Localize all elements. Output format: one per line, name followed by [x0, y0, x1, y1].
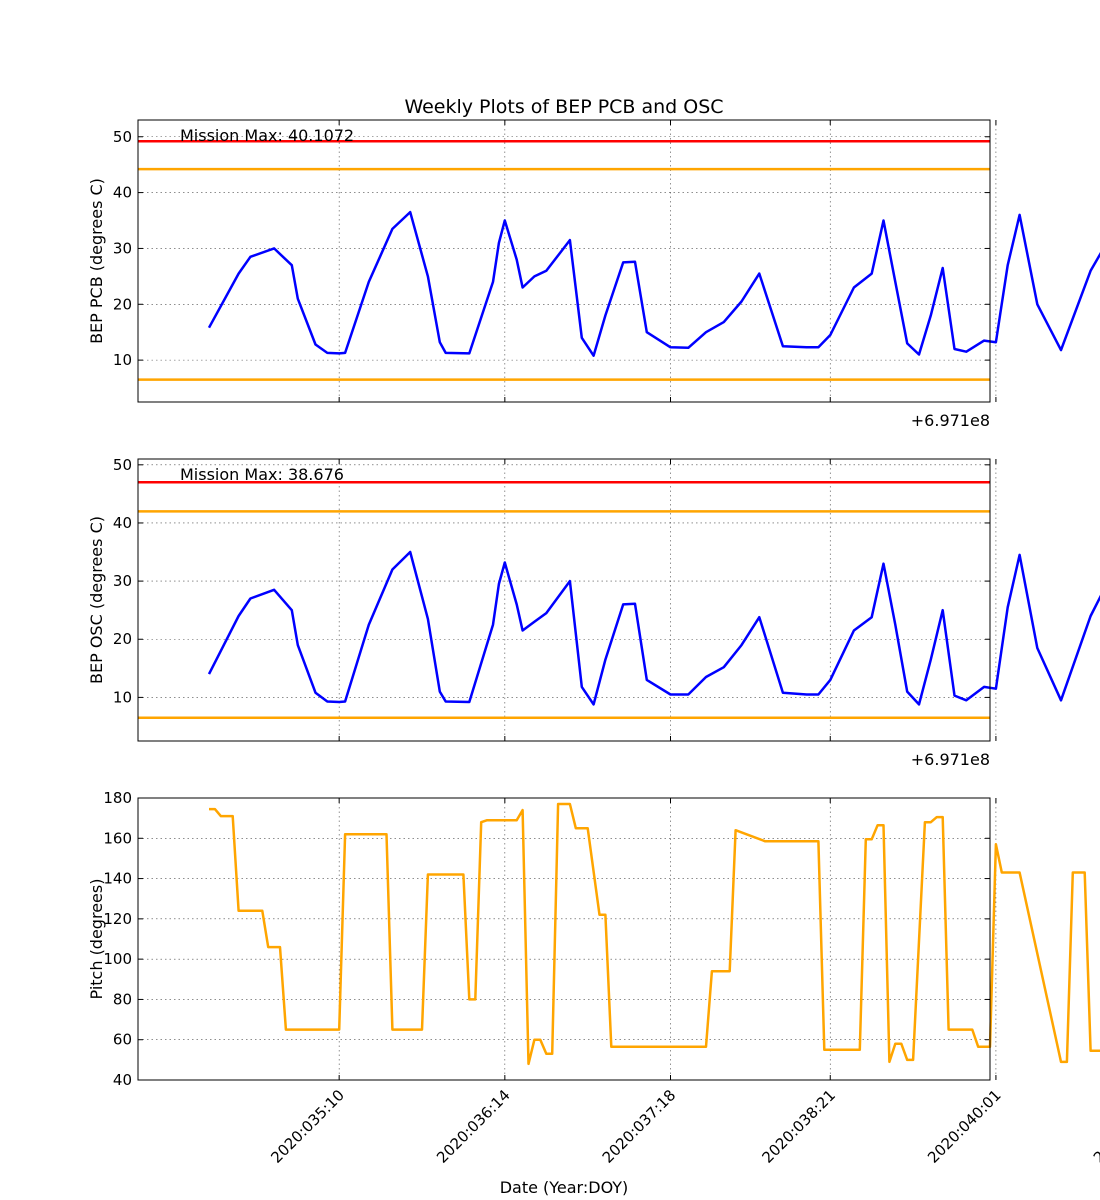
- x-axis-label: Date (Year:DOY): [500, 1178, 629, 1197]
- y-axis-label: Pitch (degrees): [87, 879, 106, 1000]
- y-axis-label: BEP OSC (degrees C): [87, 516, 106, 684]
- mission-max-annotation: Mission Max: 40.1072: [180, 126, 354, 145]
- y-tick-label: 20: [113, 295, 132, 313]
- x-tick-label: 2020:038:21: [758, 1086, 839, 1167]
- y-tick-label: 40: [113, 184, 132, 202]
- x-tick-label: 2020:041:05: [1090, 1086, 1100, 1167]
- y-tick-label: 160: [103, 829, 132, 847]
- y-tick-label: 80: [113, 990, 132, 1008]
- y-tick-label: 10: [113, 351, 132, 369]
- y-axis-label: BEP PCB (degrees C): [87, 178, 106, 344]
- x-tick-label: 2020:035:10: [267, 1086, 348, 1167]
- y-tick-label: 180: [103, 789, 132, 807]
- plot-frame: [137, 458, 991, 742]
- plot-frame: [137, 119, 991, 403]
- plot-area: [138, 459, 990, 741]
- y-tick-label: 50: [113, 456, 132, 474]
- y-tick-label: 30: [113, 572, 132, 590]
- y-tick-label: 10: [113, 688, 132, 706]
- mission-max-annotation: Mission Max: 38.676: [180, 465, 344, 484]
- y-tick-label: 40: [113, 1071, 132, 1089]
- y-tick-label: 40: [113, 514, 132, 532]
- chart-panels: 10 20 30 40 50 Mission Max: 40.1072 BEP PCB (d…: [87, 119, 1100, 1167]
- y-tick-label: 50: [113, 128, 132, 146]
- y-tick-label: 120: [103, 910, 132, 928]
- figure-title: Weekly Plots of BEP PCB and OSC: [404, 96, 723, 118]
- plot-area: [138, 120, 990, 402]
- x-offset-label: +6.971e8: [911, 750, 990, 769]
- x-tick-label: 2020:036:14: [433, 1086, 514, 1167]
- series-line-1: [207, 550, 1100, 706]
- plot-area: [138, 798, 990, 1080]
- x-offset-label: +6.971e8: [911, 411, 990, 430]
- x-tick-label: 2020:037:18: [599, 1086, 680, 1167]
- y-tick-label: 140: [103, 870, 132, 888]
- chart-panel-1: 10 20 30 40 50 Mission Max: 40.1072 BEP PCB (d…: [87, 119, 1100, 430]
- plot-frame: [137, 797, 991, 1081]
- y-tick-label: 60: [113, 1031, 132, 1049]
- y-tick-label: 20: [113, 630, 132, 648]
- chart-panel-2: 10 20 30 40 50 Mission Max: 38.676 BEP OSC (de…: [87, 456, 1100, 769]
- chart-panel-3: 40 60 80 100 120 140 160 180 Pitch (degrees) 2020…: [87, 789, 1100, 1167]
- y-tick-label: 100: [103, 950, 132, 968]
- series-line-1: [207, 210, 1100, 357]
- y-tick-label: 30: [113, 239, 132, 257]
- x-tick-label: 2020:040:01: [924, 1086, 1005, 1167]
